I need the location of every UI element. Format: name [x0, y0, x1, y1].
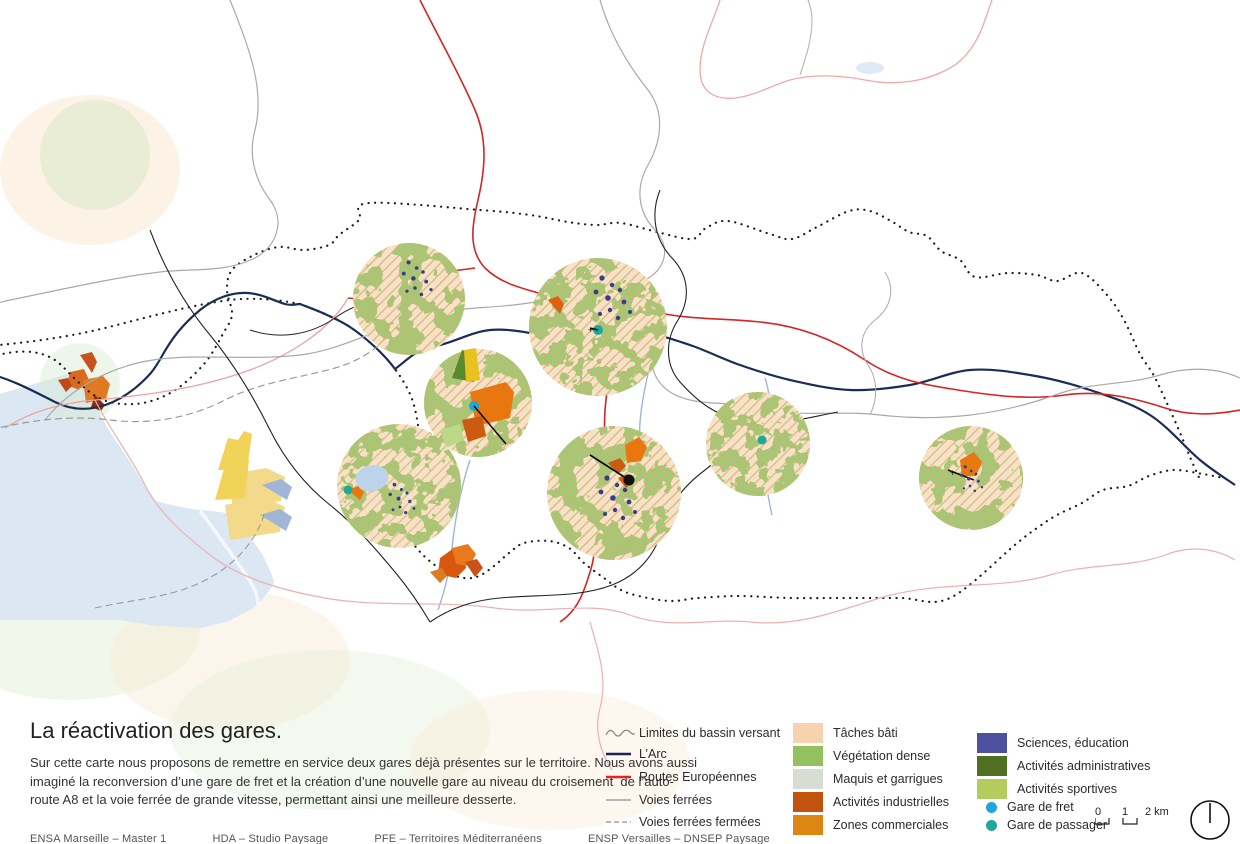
svg-text:+: +: [588, 325, 593, 335]
svg-text:2 km: 2 km: [1145, 806, 1169, 818]
svg-text:1: 1: [1122, 806, 1128, 818]
svg-text:0: 0: [1095, 806, 1101, 818]
svg-text:+: +: [950, 468, 955, 478]
